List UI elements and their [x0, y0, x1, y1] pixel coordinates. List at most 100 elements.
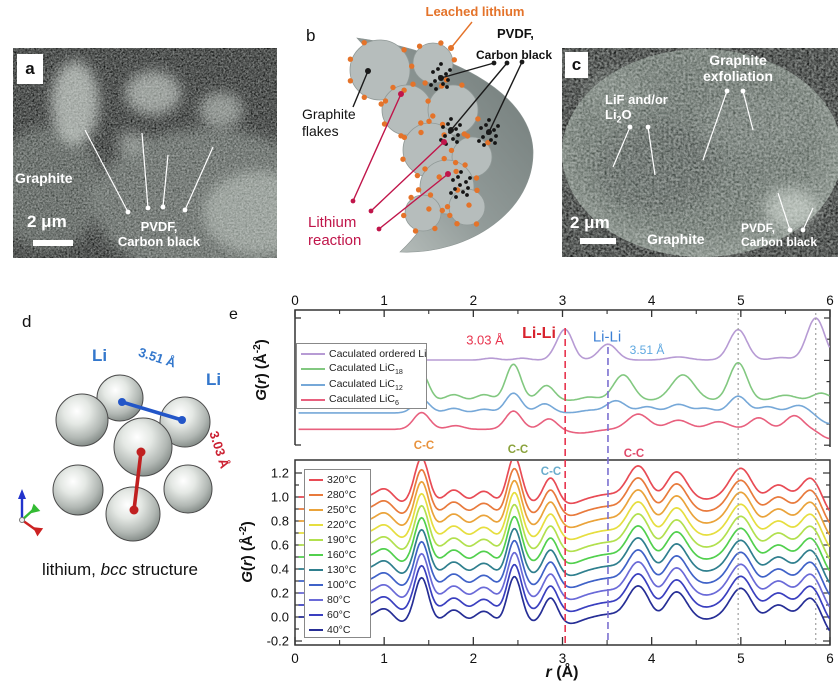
legend-label: 220°C: [327, 518, 357, 531]
cc-peak-annotation: C-C: [413, 440, 435, 452]
leached-lithium-dot: [432, 225, 438, 232]
panel-e-top-ylabel: G(r) (Å-2): [252, 339, 270, 401]
pointer-line: [702, 90, 728, 161]
pointer-dot: [182, 207, 188, 213]
pointer-line: [440, 62, 495, 79]
pointer-line: [647, 126, 656, 176]
legend-swatch: [309, 629, 323, 632]
text-part: r: [253, 378, 270, 385]
leached-lithium-dot: [464, 133, 471, 139]
text-part: r: [545, 664, 552, 681]
pointer-dot: [376, 226, 382, 232]
panel-c-sem-image: c Graphite exfoliation LiF and/or Li2O 2…: [562, 48, 838, 257]
legend-swatch: [309, 508, 323, 511]
panel-d-label: d: [22, 312, 32, 331]
bond-dot: [129, 505, 139, 515]
pointer-line: [352, 93, 402, 202]
panel-c-exfoliation-label: Graphite exfoliation: [682, 52, 794, 84]
legend-item: 60°C: [305, 608, 370, 623]
legend-label: 80°C: [327, 594, 351, 607]
curve-caculated-lic6: [298, 410, 830, 440]
calculated-curves-legend: Caculated ordered Li Caculated LiC18 Cacul…: [296, 343, 427, 409]
carbon-black-dot: [481, 135, 485, 139]
legend-label: 250°C: [327, 503, 357, 516]
carbon-black-dot: [453, 187, 457, 191]
leached-lithium-dot: [418, 129, 424, 136]
pointer-dot: [125, 209, 131, 215]
panel-b-flakes-line2: flakes: [302, 122, 339, 139]
legend-item: Caculated LiC6: [297, 393, 426, 409]
carbon-black-dot: [456, 133, 460, 137]
pointer-dot: [145, 205, 151, 211]
leached-lithium-dot: [474, 187, 480, 193]
curve-130C: [298, 527, 830, 584]
legend-item: 190°C: [305, 532, 370, 547]
panel-d-li-label-2: Li: [206, 370, 222, 389]
leached-lithium-dot: [408, 194, 414, 201]
legend-label: 280°C: [327, 488, 357, 501]
text-part: -2: [252, 344, 263, 354]
distance-annotation: Li-Li: [522, 325, 556, 342]
pointer-line: [777, 192, 791, 231]
pointer-dot: [438, 75, 444, 81]
carbon-black-dot: [441, 125, 445, 129]
carbon-black-dot: [451, 178, 455, 182]
leached-lithium-dot: [466, 202, 472, 208]
panel-c-lif2-sub: 2: [616, 114, 622, 125]
carbon-black-dot: [496, 124, 500, 128]
carbon-black-dot: [441, 82, 445, 86]
leached-lithium-dot: [444, 204, 451, 210]
graphite-flake: [404, 194, 442, 232]
panel-a-pvdf-line1: PVDF,: [140, 219, 178, 234]
legend-label: 130°C: [327, 564, 357, 577]
temperature-legend: 320°C 280°C 250°C 220°C 190°C 160°C 130°C 100°C…: [304, 469, 371, 638]
pointer-dot: [368, 208, 374, 214]
y-tick-label: 0.4: [271, 562, 289, 577]
carbon-black-dot: [455, 140, 459, 144]
pointer-dot: [787, 227, 793, 233]
bond-dot: [178, 416, 186, 424]
carbon-black-dot: [468, 176, 472, 180]
curve-220C: [298, 491, 830, 548]
leached-lithium-dot: [409, 63, 415, 69]
legend-label: 160°C: [327, 549, 357, 562]
pointer-line: [450, 62, 508, 131]
leached-lithium-dot: [401, 87, 407, 93]
leached-lithium-dot: [454, 221, 460, 227]
legend-swatch: [309, 478, 323, 481]
leached-lithium-dot: [459, 82, 465, 88]
leached-lithium-dot: [422, 166, 428, 172]
panel-c-label: c: [565, 52, 588, 78]
carbon-black-dot: [431, 70, 435, 74]
carbon-black-dot: [456, 175, 460, 179]
legend-item: Caculated ordered Li: [297, 346, 426, 362]
carbon-black-dot: [482, 143, 486, 147]
leached-lithium-dot: [347, 56, 354, 62]
leached-lithium-dot: [422, 80, 428, 86]
legend-swatch: [301, 368, 325, 371]
leached-lithium-dot: [412, 228, 419, 234]
panel-a-scale-bar: [33, 240, 73, 246]
pointer-dot: [160, 204, 166, 210]
panel-b-pvdf-label: PVDF,: [497, 26, 534, 41]
pointer-dot: [800, 227, 806, 233]
curve-320C: [298, 461, 830, 512]
panel-b-leached-lithium-label: Leached lithium: [425, 4, 525, 19]
legend-item: 130°C: [305, 563, 370, 578]
y-tick-label: 0.6: [271, 538, 289, 553]
distance-annotation: 3.03 Å: [466, 332, 504, 348]
pointer-dot: [645, 124, 651, 130]
carbon-black-dot: [448, 68, 452, 72]
pointer-line: [141, 132, 149, 209]
graphite-flake: [427, 84, 479, 136]
x-tick-label: 0: [291, 293, 299, 308]
pointer-dot: [445, 171, 451, 177]
bond-3-03: [132, 450, 143, 512]
text-part: G: [239, 571, 256, 583]
carbon-black-dot: [461, 190, 465, 194]
leached-lithium-dot: [473, 221, 480, 227]
text-part: bcc: [100, 560, 128, 579]
panel-b-flakes-line1: Graphite: [302, 106, 356, 122]
text-part: structure: [127, 560, 198, 579]
distance-annotation: Li-Li: [592, 328, 622, 346]
